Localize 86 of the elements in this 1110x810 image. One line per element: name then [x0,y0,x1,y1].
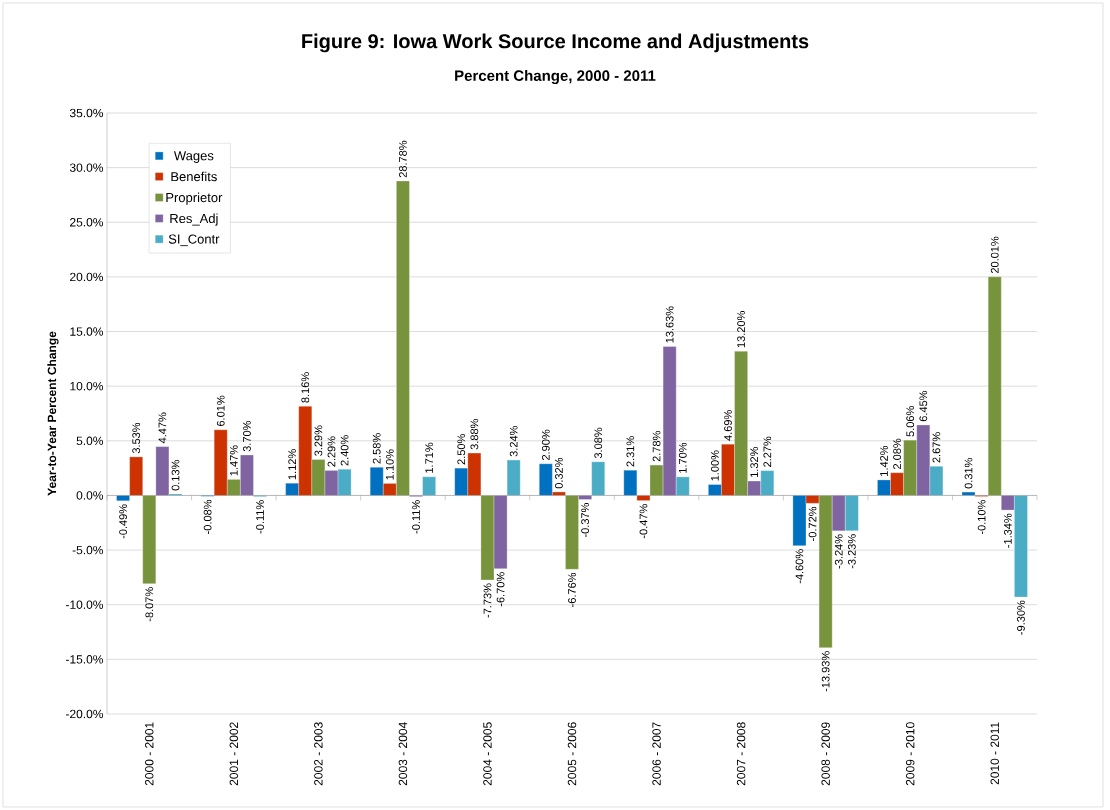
data-label: 0.31% [964,458,973,489]
data-label: 3.24% [509,426,518,457]
data-label: 3.08% [594,427,603,459]
legend-label: Benefits [171,171,217,182]
data-label: -0.10% [977,500,986,535]
data-label: -1.34% [1003,513,1012,548]
data-label: 1.42% [880,445,888,476]
data-label: -0.08% [203,499,212,534]
data-label: -7.73% [483,583,492,618]
x-tick-label: 2007 - 2008 [736,722,746,786]
y-tick-label: 5.0% [76,436,104,446]
y-tick-label: -10.0% [65,600,104,609]
data-label: 2.67% [932,432,941,463]
data-label: 13.63% [665,306,674,343]
data-label: 2.58% [372,433,381,464]
y-tick-label: -5.0% [72,545,104,555]
y-tick-label: 10.0% [70,381,104,391]
x-tick-label: 2006 - 2007 [652,722,661,786]
data-label: -0.49% [119,504,127,539]
data-label: 3.29% [314,425,323,456]
data-label: 1.00% [711,450,719,481]
x-tick-label: 2003 - 2004 [398,722,408,786]
data-label: -3.24% [834,534,843,569]
data-label: 1.71% [425,442,433,473]
data-label: 20.01% [990,236,999,274]
x-tick-label: 2001 - 2002 [229,722,239,786]
x-tick-label: 2002 - 2003 [314,722,323,786]
data-label: 6.01% [216,395,225,427]
data-label: 3.70% [243,421,251,452]
data-label: 1.10% [385,449,394,480]
legend-label: Wages [173,151,214,163]
x-tick-label: 2004 - 2005 [483,722,492,786]
y-axis-title: Year-to-Year Percent Change [47,331,59,496]
legend-label: Res_Adj [170,213,218,226]
data-label: 2.27% [763,436,772,467]
data-label: 1.32% [750,447,759,477]
data-label: 13.20% [737,311,745,348]
chart-title: Figure 9: Iowa Work Source Income and Adjustments [302,33,809,53]
data-label: 2.40% [340,435,349,466]
y-tick-label: 15.0% [70,327,104,336]
data-label: 3.88% [470,419,479,450]
data-label: 2.50% [457,434,466,465]
data-label: 28.78% [399,140,407,178]
data-label: 2.29% [327,436,336,467]
data-label: -0.72% [808,506,817,541]
data-label: 3.53% [132,422,141,454]
data-label: 2.31% [626,436,635,467]
data-label: 2.08% [893,438,901,469]
data-label: -6.70% [496,572,505,607]
data-label: 1.70% [678,442,687,473]
x-tick-label: 2008 - 2009 [821,722,830,786]
data-label: -0.47% [639,504,648,539]
data-label: -0.37% [581,503,590,538]
data-label: 5.06% [906,406,915,437]
data-label: -6.76% [568,572,576,607]
data-label: -9.30% [1017,600,1025,635]
x-tick-label: 2010 - 2011 [990,722,999,785]
data-label: 4.69% [724,410,732,441]
data-label: -3.23% [847,534,856,569]
data-label: 1.12% [288,449,297,480]
x-tick-label: 2009 - 2010 [905,722,915,786]
data-label: 2.78% [652,431,661,462]
data-label: 0.13% [171,460,180,491]
legend-label: SI_Contr [168,234,220,247]
data-label: 2.90% [541,429,550,461]
y-tick-label: 20.0% [70,272,104,282]
data-label: -0.11% [412,500,420,534]
data-label: 6.45% [919,390,928,422]
y-tick-label: -20.0% [65,709,104,719]
x-tick-label: 2000 - 2001 [145,722,154,786]
data-label: -0.11% [256,500,264,534]
y-tick-label: 25.0% [70,218,104,227]
legend-label: Proprietor [166,192,223,205]
data-label: 4.47% [158,412,167,444]
data-label: -8.07% [145,587,154,622]
y-tick-label: 0.0% [76,491,104,500]
data-label: 1.47% [229,445,238,476]
x-tick-label: 2005 - 2006 [567,722,577,786]
y-tick-label: 30.0% [69,163,104,172]
data-label: -4.60% [795,549,804,584]
chart-subtitle: Percent Change, 2000 - 2011 [455,69,656,85]
y-tick-label: -15.0% [65,655,104,664]
y-tick-label: 35.0% [69,108,104,118]
data-label: 8.16% [301,372,310,403]
data-label: -13.93% [821,651,830,692]
data-label: 0.32% [555,457,563,489]
